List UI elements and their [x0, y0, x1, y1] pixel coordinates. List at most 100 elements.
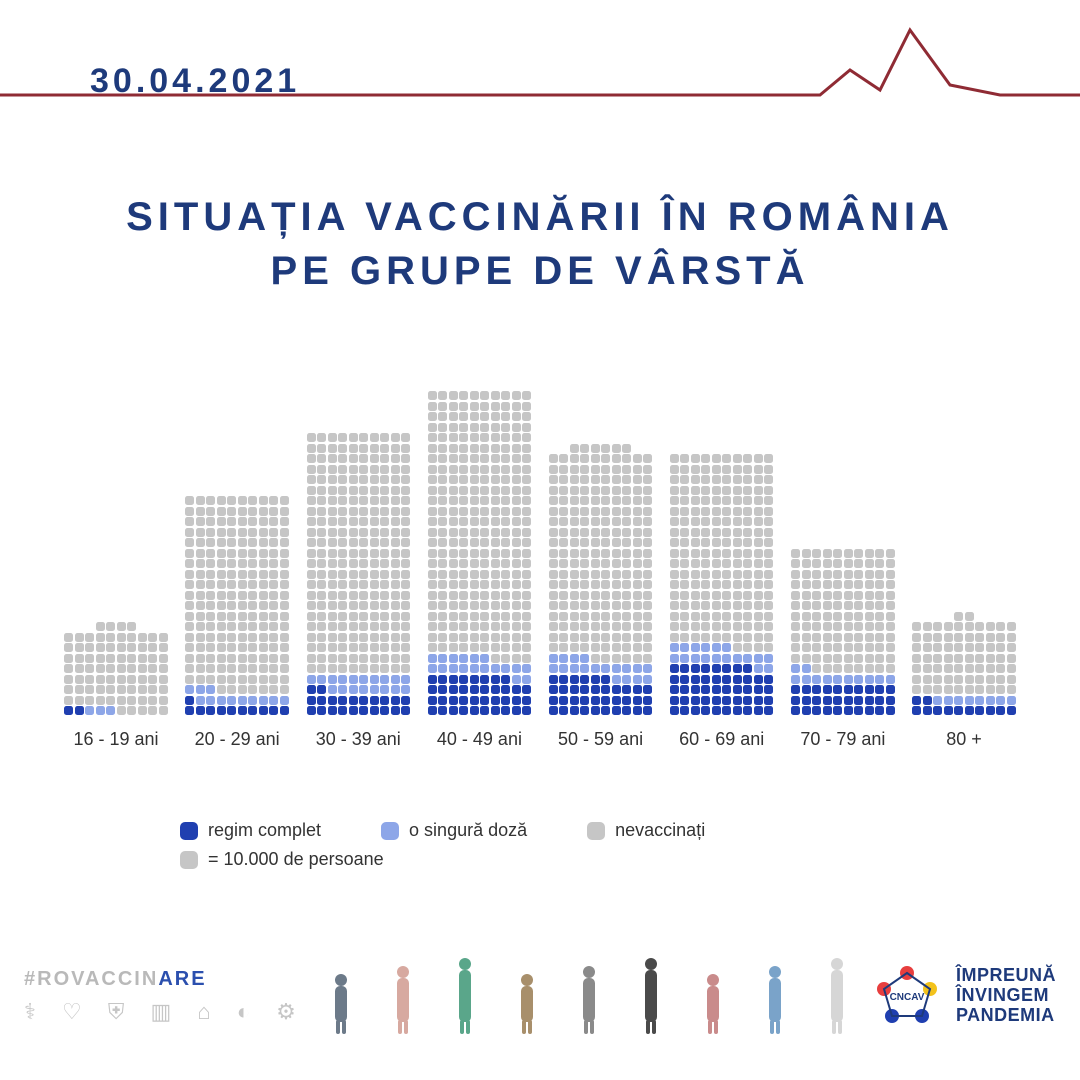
dot-row — [185, 538, 289, 547]
dot — [923, 685, 932, 694]
dot — [491, 549, 500, 558]
dot — [206, 664, 215, 673]
dot — [449, 601, 458, 610]
dot — [733, 549, 742, 558]
dot — [359, 622, 368, 631]
dot — [680, 517, 689, 526]
dot — [559, 601, 568, 610]
dot — [733, 580, 742, 589]
dot — [559, 591, 568, 600]
dot — [370, 633, 379, 642]
dot — [886, 570, 895, 579]
dot — [75, 643, 84, 652]
dot — [844, 622, 853, 631]
dot-row — [307, 706, 411, 715]
dot — [470, 507, 479, 516]
dot — [701, 528, 710, 537]
dot — [823, 622, 832, 631]
dot — [480, 654, 489, 663]
legend-single: o singură doză — [381, 820, 527, 841]
dot — [622, 685, 631, 694]
dot — [349, 570, 358, 579]
dot — [480, 696, 489, 705]
dot — [691, 601, 700, 610]
dot — [349, 507, 358, 516]
dot-row — [307, 454, 411, 463]
dot — [269, 612, 278, 621]
dot — [691, 486, 700, 495]
dot — [359, 675, 368, 684]
dot — [338, 538, 347, 547]
dot-row — [307, 517, 411, 526]
dot — [722, 559, 731, 568]
dot — [844, 685, 853, 694]
dot — [449, 496, 458, 505]
dot — [522, 444, 531, 453]
dot — [986, 685, 995, 694]
dot — [480, 664, 489, 673]
dot — [622, 706, 631, 715]
dot — [248, 654, 257, 663]
dot — [712, 528, 721, 537]
dot — [401, 633, 410, 642]
dot — [459, 391, 468, 400]
dot — [470, 654, 479, 663]
dot — [280, 517, 289, 526]
dot — [754, 580, 763, 589]
dot — [954, 622, 963, 631]
dot — [328, 444, 337, 453]
title-line-1: SITUAȚIA VACCINĂRII ÎN ROMÂNIA — [0, 190, 1080, 244]
dot — [670, 580, 679, 589]
dot — [754, 685, 763, 694]
dot — [923, 675, 932, 684]
dot — [491, 538, 500, 547]
dot-row — [791, 706, 895, 715]
dot — [680, 549, 689, 558]
dot — [480, 465, 489, 474]
dot — [865, 675, 874, 684]
dot — [380, 496, 389, 505]
dot — [338, 601, 347, 610]
dot — [470, 423, 479, 432]
legend-complete: regim complet — [180, 820, 321, 841]
dot — [733, 664, 742, 673]
dot — [349, 622, 358, 631]
dot — [764, 696, 773, 705]
dot — [670, 633, 679, 642]
cncav-logo-icon: CNCAV — [872, 961, 942, 1031]
dot-row — [428, 559, 532, 568]
dot — [428, 664, 437, 673]
dot — [127, 706, 136, 715]
dot — [601, 633, 610, 642]
dot — [591, 685, 600, 694]
dot — [612, 444, 621, 453]
dot — [196, 496, 205, 505]
dot — [391, 496, 400, 505]
dot — [238, 507, 247, 516]
legend-complete-label: regim complet — [208, 820, 321, 841]
dot — [512, 612, 521, 621]
dot — [338, 444, 347, 453]
dot — [317, 685, 326, 694]
dot — [85, 633, 94, 642]
dot — [349, 685, 358, 694]
dot — [328, 675, 337, 684]
dot — [370, 486, 379, 495]
dot-row — [791, 664, 895, 673]
dot — [449, 706, 458, 715]
dot — [328, 496, 337, 505]
dot — [865, 706, 874, 715]
dot-row — [185, 643, 289, 652]
dot — [259, 549, 268, 558]
dot — [401, 591, 410, 600]
dot — [480, 643, 489, 652]
dot — [75, 685, 84, 694]
dot — [670, 507, 679, 516]
dot — [338, 570, 347, 579]
dot — [844, 559, 853, 568]
dot — [480, 622, 489, 631]
dot — [307, 444, 316, 453]
dot — [601, 559, 610, 568]
dot — [522, 559, 531, 568]
dot-row — [670, 675, 774, 684]
